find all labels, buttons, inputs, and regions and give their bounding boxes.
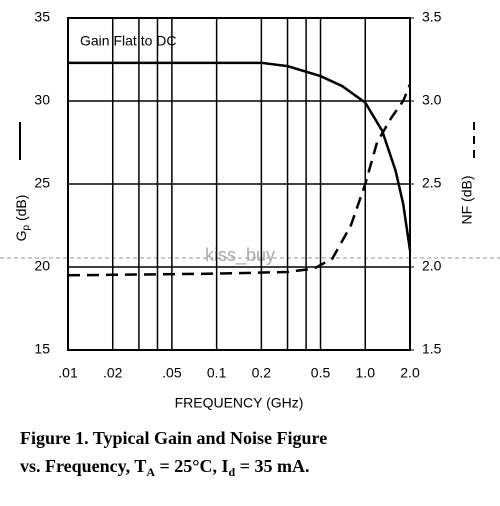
x-tick-label: .01 [58,365,78,381]
y2-axis-label: NF (dB) [459,176,475,225]
y2-tick-label: 2.5 [422,175,442,191]
y2-tick-label: 3.0 [422,92,442,108]
caption-sub: A [146,465,155,479]
annotation: Gain Flat to DC [80,33,176,49]
x-tick-label: 1.0 [356,365,376,381]
x-tick-label: .05 [162,365,182,381]
caption-line1: Figure 1. Typical Gain and Noise Figure [20,428,327,448]
series-line [67,83,412,277]
y-tick-label: 30 [34,92,50,108]
y-label-text: (dB) [13,195,29,225]
y-tick-label: 25 [34,175,50,191]
y2-tick-label: 2.0 [422,258,442,274]
caption-line2: vs. Frequency, TA = 25°C, Id = 35 mA. [20,456,309,479]
y-tick-label: 15 [34,341,50,357]
caption-text: = 35 mA. [235,456,309,476]
y-tick-label: 20 [34,258,50,274]
y-label-text: G [13,231,29,242]
caption-text: vs. Frequency, T [20,456,146,476]
y-label-sub: p [21,225,32,231]
x-axis-label: FREQUENCY (GHz) [175,395,304,411]
caption-text: = 25°C, I [155,456,228,476]
y-axis-label: Gp (dB) [13,195,32,242]
caption-sub: d [229,465,236,479]
y2-tick-label: 1.5 [422,341,442,357]
x-tick-label: 0.2 [252,365,272,381]
x-tick-label: 2.0 [400,365,420,381]
y2-tick-label: 3.5 [422,9,442,25]
x-tick-label: .02 [103,365,123,381]
watermark: kiss_buy [205,245,275,266]
plot-frame [67,17,411,351]
y-tick-label: 35 [34,9,50,25]
x-tick-label: 0.1 [207,365,227,381]
x-tick-label: 0.5 [311,365,331,381]
series-line [68,61,412,251]
